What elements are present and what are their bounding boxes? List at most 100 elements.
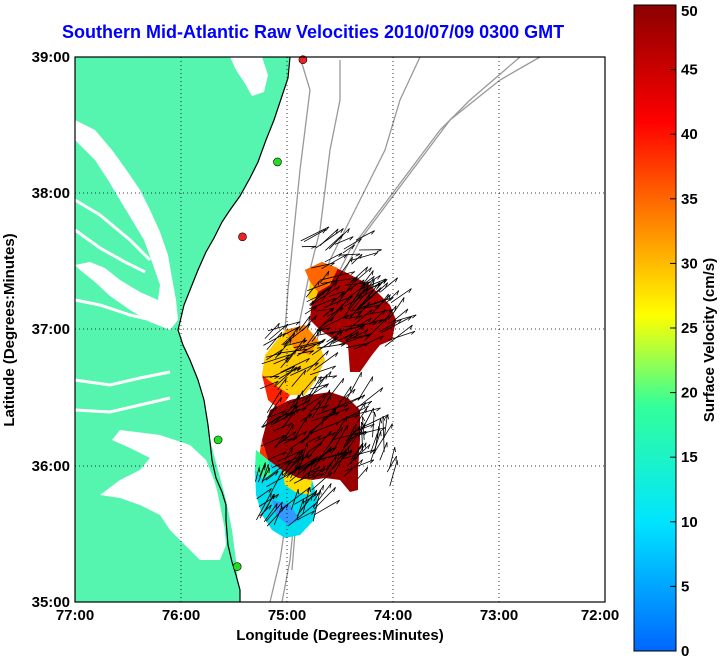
velocity-vector-head	[329, 483, 332, 489]
velocity-vector	[261, 420, 275, 428]
velocity-vector	[359, 298, 387, 309]
velocity-vector	[361, 282, 388, 307]
velocity-vector	[309, 297, 336, 310]
velocity-vector-head	[383, 309, 386, 315]
radar-station-marker	[238, 232, 247, 242]
velocity-vector-head	[258, 467, 261, 473]
velocity-vector-head	[355, 423, 357, 429]
velocity-vector-head	[359, 325, 364, 329]
velocity-vector	[343, 322, 377, 328]
velocity-vector	[294, 376, 317, 402]
velocity-vector	[391, 308, 409, 323]
velocity-vector	[311, 329, 322, 342]
velocity-vector	[320, 277, 356, 284]
velocity-vector	[312, 489, 321, 522]
velocity-vector	[273, 412, 289, 422]
velocity-vector	[278, 365, 301, 380]
velocity-vector	[305, 399, 321, 419]
velocity-vector	[346, 315, 363, 320]
x-tick-label: 74:00	[374, 607, 412, 624]
velocity-vector-head	[380, 418, 383, 424]
colorbar-tick-label: 30	[681, 255, 698, 272]
velocity-vector	[273, 422, 293, 432]
velocity-vector	[283, 430, 308, 444]
velocity-vector-head	[303, 337, 306, 343]
velocity-vector-head	[360, 459, 363, 465]
velocity-vector	[255, 467, 260, 482]
velocity-vector-head	[312, 503, 316, 509]
velocity-vector-head	[307, 323, 311, 329]
velocity-vector-head	[328, 389, 331, 395]
velocity-vector	[324, 295, 353, 308]
velocity-vector	[289, 458, 316, 482]
velocity-vector-head	[350, 271, 356, 275]
velocity-vector	[296, 499, 304, 520]
velocity-vector	[307, 430, 332, 459]
velocity-vector	[297, 510, 315, 521]
velocity-vector	[281, 410, 296, 429]
velocity-vector-head	[367, 444, 371, 450]
velocity-vector-head	[394, 305, 397, 311]
velocity-vector	[332, 396, 362, 410]
velocity-vector-head	[369, 309, 373, 315]
velocity-vector-head	[367, 333, 372, 338]
velocity-vector	[314, 499, 340, 516]
velocity-vector	[280, 358, 310, 373]
velocity-vector	[332, 333, 353, 344]
velocity-vector	[265, 470, 279, 481]
velocity-vector	[264, 322, 280, 339]
velocity-vector-head	[296, 367, 302, 372]
velocity-vector	[299, 413, 312, 423]
velocity-vector-head	[333, 487, 336, 493]
velocity-vector	[334, 236, 354, 245]
velocity-vector-head	[345, 407, 350, 412]
velocity-vector-head	[367, 302, 370, 308]
velocity-vector-head	[303, 369, 307, 375]
velocity-vector-head	[360, 444, 363, 450]
velocity-vector	[260, 434, 287, 447]
velocity-vector	[266, 469, 298, 488]
y-tick-label: 38:00	[32, 185, 70, 202]
velocity-vector-head	[311, 510, 315, 515]
velocity-vectors	[255, 226, 417, 527]
velocity-vector	[345, 432, 359, 446]
velocity-vector	[270, 366, 295, 379]
velocity-vector	[316, 331, 336, 336]
velocity-vector	[337, 450, 353, 460]
velocity-vector	[287, 503, 316, 527]
velocity-vector	[291, 488, 299, 510]
velocity-vector-head	[325, 226, 330, 231]
velocity-vector-head	[369, 459, 375, 464]
velocity-field	[255, 262, 396, 538]
x-tick-labels: 77:00 76:00 75:00 74:00 73:00 72:00	[56, 607, 619, 624]
velocity-vector-head	[292, 437, 298, 441]
velocity-vector	[311, 389, 331, 419]
velocity-vector	[342, 244, 355, 254]
velocity-vector-head	[306, 399, 311, 405]
velocity-vector	[307, 374, 328, 401]
velocity-vector-head	[335, 352, 339, 358]
velocity-vector-head	[364, 442, 367, 448]
y-tick-label: 36:00	[32, 458, 70, 475]
velocity-vector	[294, 491, 317, 505]
velocity-vector-head	[299, 346, 303, 352]
velocity-vector	[307, 441, 323, 453]
velocity-vector-head	[306, 435, 310, 440]
velocity-vector	[312, 465, 326, 480]
velocity-vector	[362, 416, 365, 440]
velocity-vector-head	[279, 332, 283, 338]
velocity-vector-head	[351, 244, 355, 250]
velocity-vector-head	[287, 459, 291, 465]
x-tick-label: 72:00	[581, 607, 619, 624]
velocity-vector-head	[328, 371, 332, 377]
velocity-vector-head	[368, 267, 372, 273]
velocity-vector-head	[274, 375, 280, 379]
velocity-vector	[266, 389, 282, 414]
velocity-vector	[384, 324, 413, 347]
velocity-vector-head	[331, 331, 336, 335]
velocity-vector	[291, 369, 307, 387]
velocity-vector-head	[308, 413, 313, 419]
velocity-vector-head	[295, 405, 298, 411]
velocity-vector-head	[320, 376, 322, 382]
